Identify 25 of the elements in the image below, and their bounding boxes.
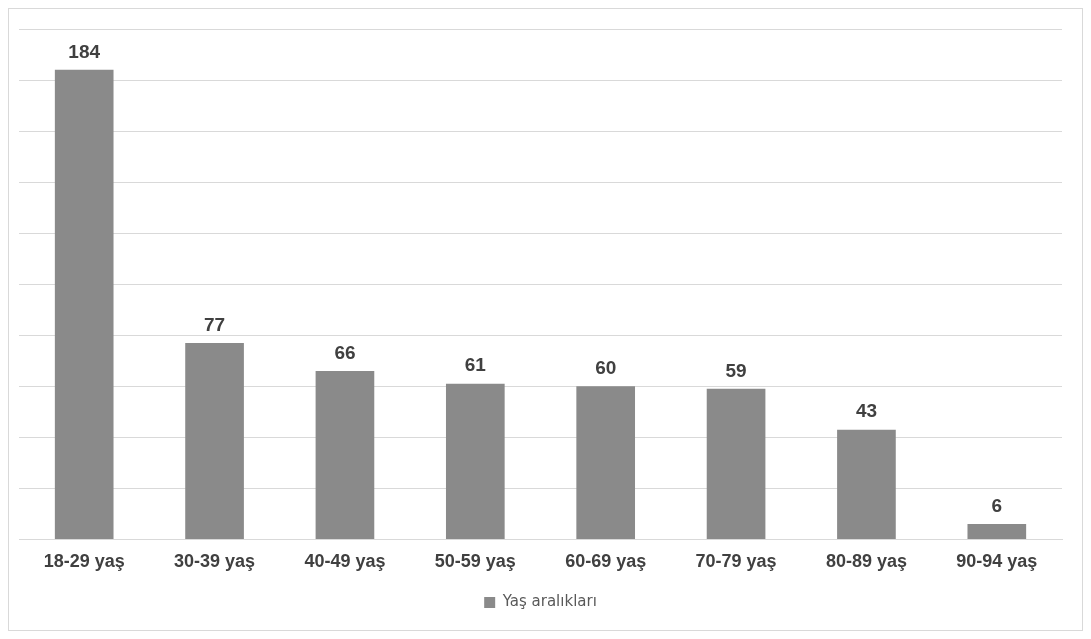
x-tick-label: 50-59 yaş xyxy=(434,551,516,572)
bar xyxy=(445,383,505,539)
bar xyxy=(185,342,244,539)
bar xyxy=(576,386,636,539)
x-tick-label: 30-39 yaş xyxy=(174,551,256,572)
x-tick-label: 60-69 yaş xyxy=(565,551,647,572)
data-label: 184 xyxy=(68,40,101,62)
data-label: 6 xyxy=(991,494,1003,516)
x-tick-label: 90-94 yaş xyxy=(956,551,1038,572)
data-label: 61 xyxy=(464,354,487,376)
data-label: 43 xyxy=(855,400,878,422)
x-tick-label: 70-79 yaş xyxy=(695,551,777,572)
bar xyxy=(315,370,375,539)
x-tick-label: 80-89 yaş xyxy=(825,551,907,572)
legend-label: Yaş aralıkları xyxy=(501,592,597,611)
data-label: 59 xyxy=(725,359,747,381)
x-tick-label: 18-29 yaş xyxy=(43,551,125,572)
bar xyxy=(967,524,1027,539)
data-label: 60 xyxy=(595,357,617,379)
data-label: 77 xyxy=(203,313,226,335)
bar xyxy=(54,69,114,539)
x-tick-label: 40-49 yaş xyxy=(304,551,386,572)
data-label: 66 xyxy=(334,341,356,363)
bar xyxy=(837,429,896,539)
bar xyxy=(706,388,766,539)
